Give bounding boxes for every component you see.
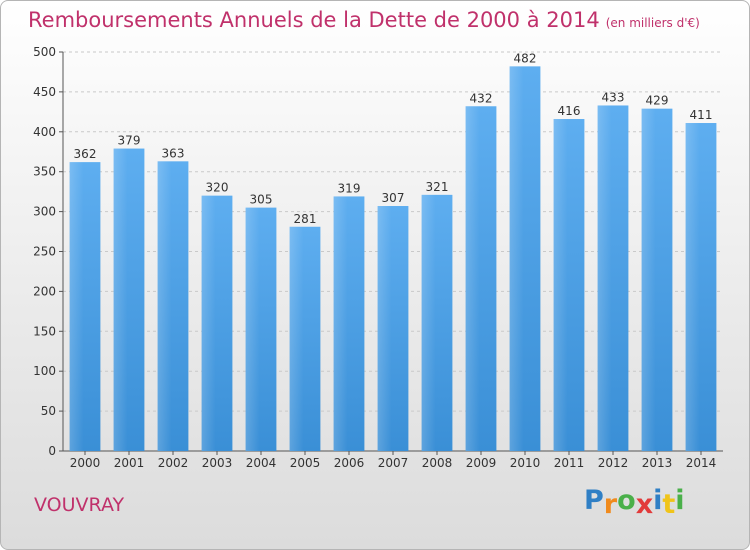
logo-letter: r	[603, 489, 618, 520]
data-label: 321	[426, 180, 449, 194]
logo-letter: i	[675, 485, 685, 516]
y-tick-label: 350	[33, 165, 56, 179]
bar-highlight	[597, 105, 612, 451]
y-tick-label: 450	[33, 85, 56, 99]
x-tick-label: 2002	[158, 456, 189, 470]
x-tick-label: 2010	[510, 456, 541, 470]
x-tick-label: 2006	[334, 456, 365, 470]
x-tick-label: 2013	[642, 456, 673, 470]
chart-title: Remboursements Annuels de la Dette de 20…	[28, 8, 700, 32]
data-label: 411	[690, 108, 713, 122]
y-tick-label: 200	[33, 284, 56, 298]
x-tick-label: 2001	[114, 456, 145, 470]
x-tick-label: 2014	[686, 456, 717, 470]
data-label: 429	[646, 94, 669, 108]
y-tick-label: 300	[33, 205, 56, 219]
data-label: 432	[470, 91, 493, 105]
x-tick-label: 2008	[422, 456, 453, 470]
logo-letter: x	[635, 489, 654, 520]
y-tick-label: 500	[33, 45, 56, 59]
data-label: 320	[206, 181, 229, 195]
bar-highlight	[201, 195, 216, 451]
y-tick-label: 50	[41, 404, 56, 418]
data-label: 433	[602, 90, 625, 104]
bar-highlight	[553, 119, 568, 452]
bar-highlight	[333, 196, 348, 451]
x-tick-label: 2000	[70, 456, 101, 470]
data-label: 307	[382, 191, 405, 205]
logo-letter: P	[584, 485, 604, 516]
x-tick-label: 2009	[466, 456, 497, 470]
data-label: 305	[250, 193, 273, 207]
data-label: 363	[162, 146, 185, 160]
y-tick-label: 250	[33, 245, 56, 259]
bar-highlight	[113, 148, 128, 452]
data-label: 281	[294, 212, 317, 226]
city-name: VOUVRAY	[34, 494, 125, 516]
data-label: 319	[338, 181, 361, 195]
bar-highlight	[245, 207, 260, 451]
y-tick-label: 100	[33, 364, 56, 378]
y-tick-label: 150	[33, 324, 56, 338]
proxiti-logo: Proxiti	[584, 485, 685, 520]
x-tick-label: 2007	[378, 456, 409, 470]
bar-highlight	[69, 162, 84, 451]
x-tick-label: 2012	[598, 456, 629, 470]
data-label: 379	[118, 134, 141, 148]
x-tick-label: 2003	[202, 456, 233, 470]
y-tick-label: 0	[48, 444, 56, 458]
data-label: 482	[514, 51, 537, 65]
logo-letter: o	[617, 485, 636, 516]
x-tick-label: 2011	[554, 456, 585, 470]
chart-title-text: Remboursements Annuels de la Dette de 20…	[28, 8, 600, 32]
y-tick-label: 400	[33, 125, 56, 139]
bar-highlight	[157, 161, 172, 452]
data-label: 362	[74, 147, 97, 161]
bar-highlight	[421, 194, 436, 452]
bar-highlight	[509, 66, 524, 451]
logo-letter: t	[662, 489, 676, 520]
bar-highlight	[685, 123, 700, 451]
logo-letter: i	[653, 485, 663, 516]
bar-highlight	[289, 226, 304, 451]
chart-subtitle: (en milliers d'€)	[605, 16, 700, 30]
data-label: 416	[558, 104, 581, 118]
x-tick-label: 2004	[246, 456, 277, 470]
bar-highlight	[465, 106, 480, 451]
bar-highlight	[377, 206, 392, 451]
x-tick-label: 2005	[290, 456, 321, 470]
bar-highlight	[641, 108, 656, 452]
